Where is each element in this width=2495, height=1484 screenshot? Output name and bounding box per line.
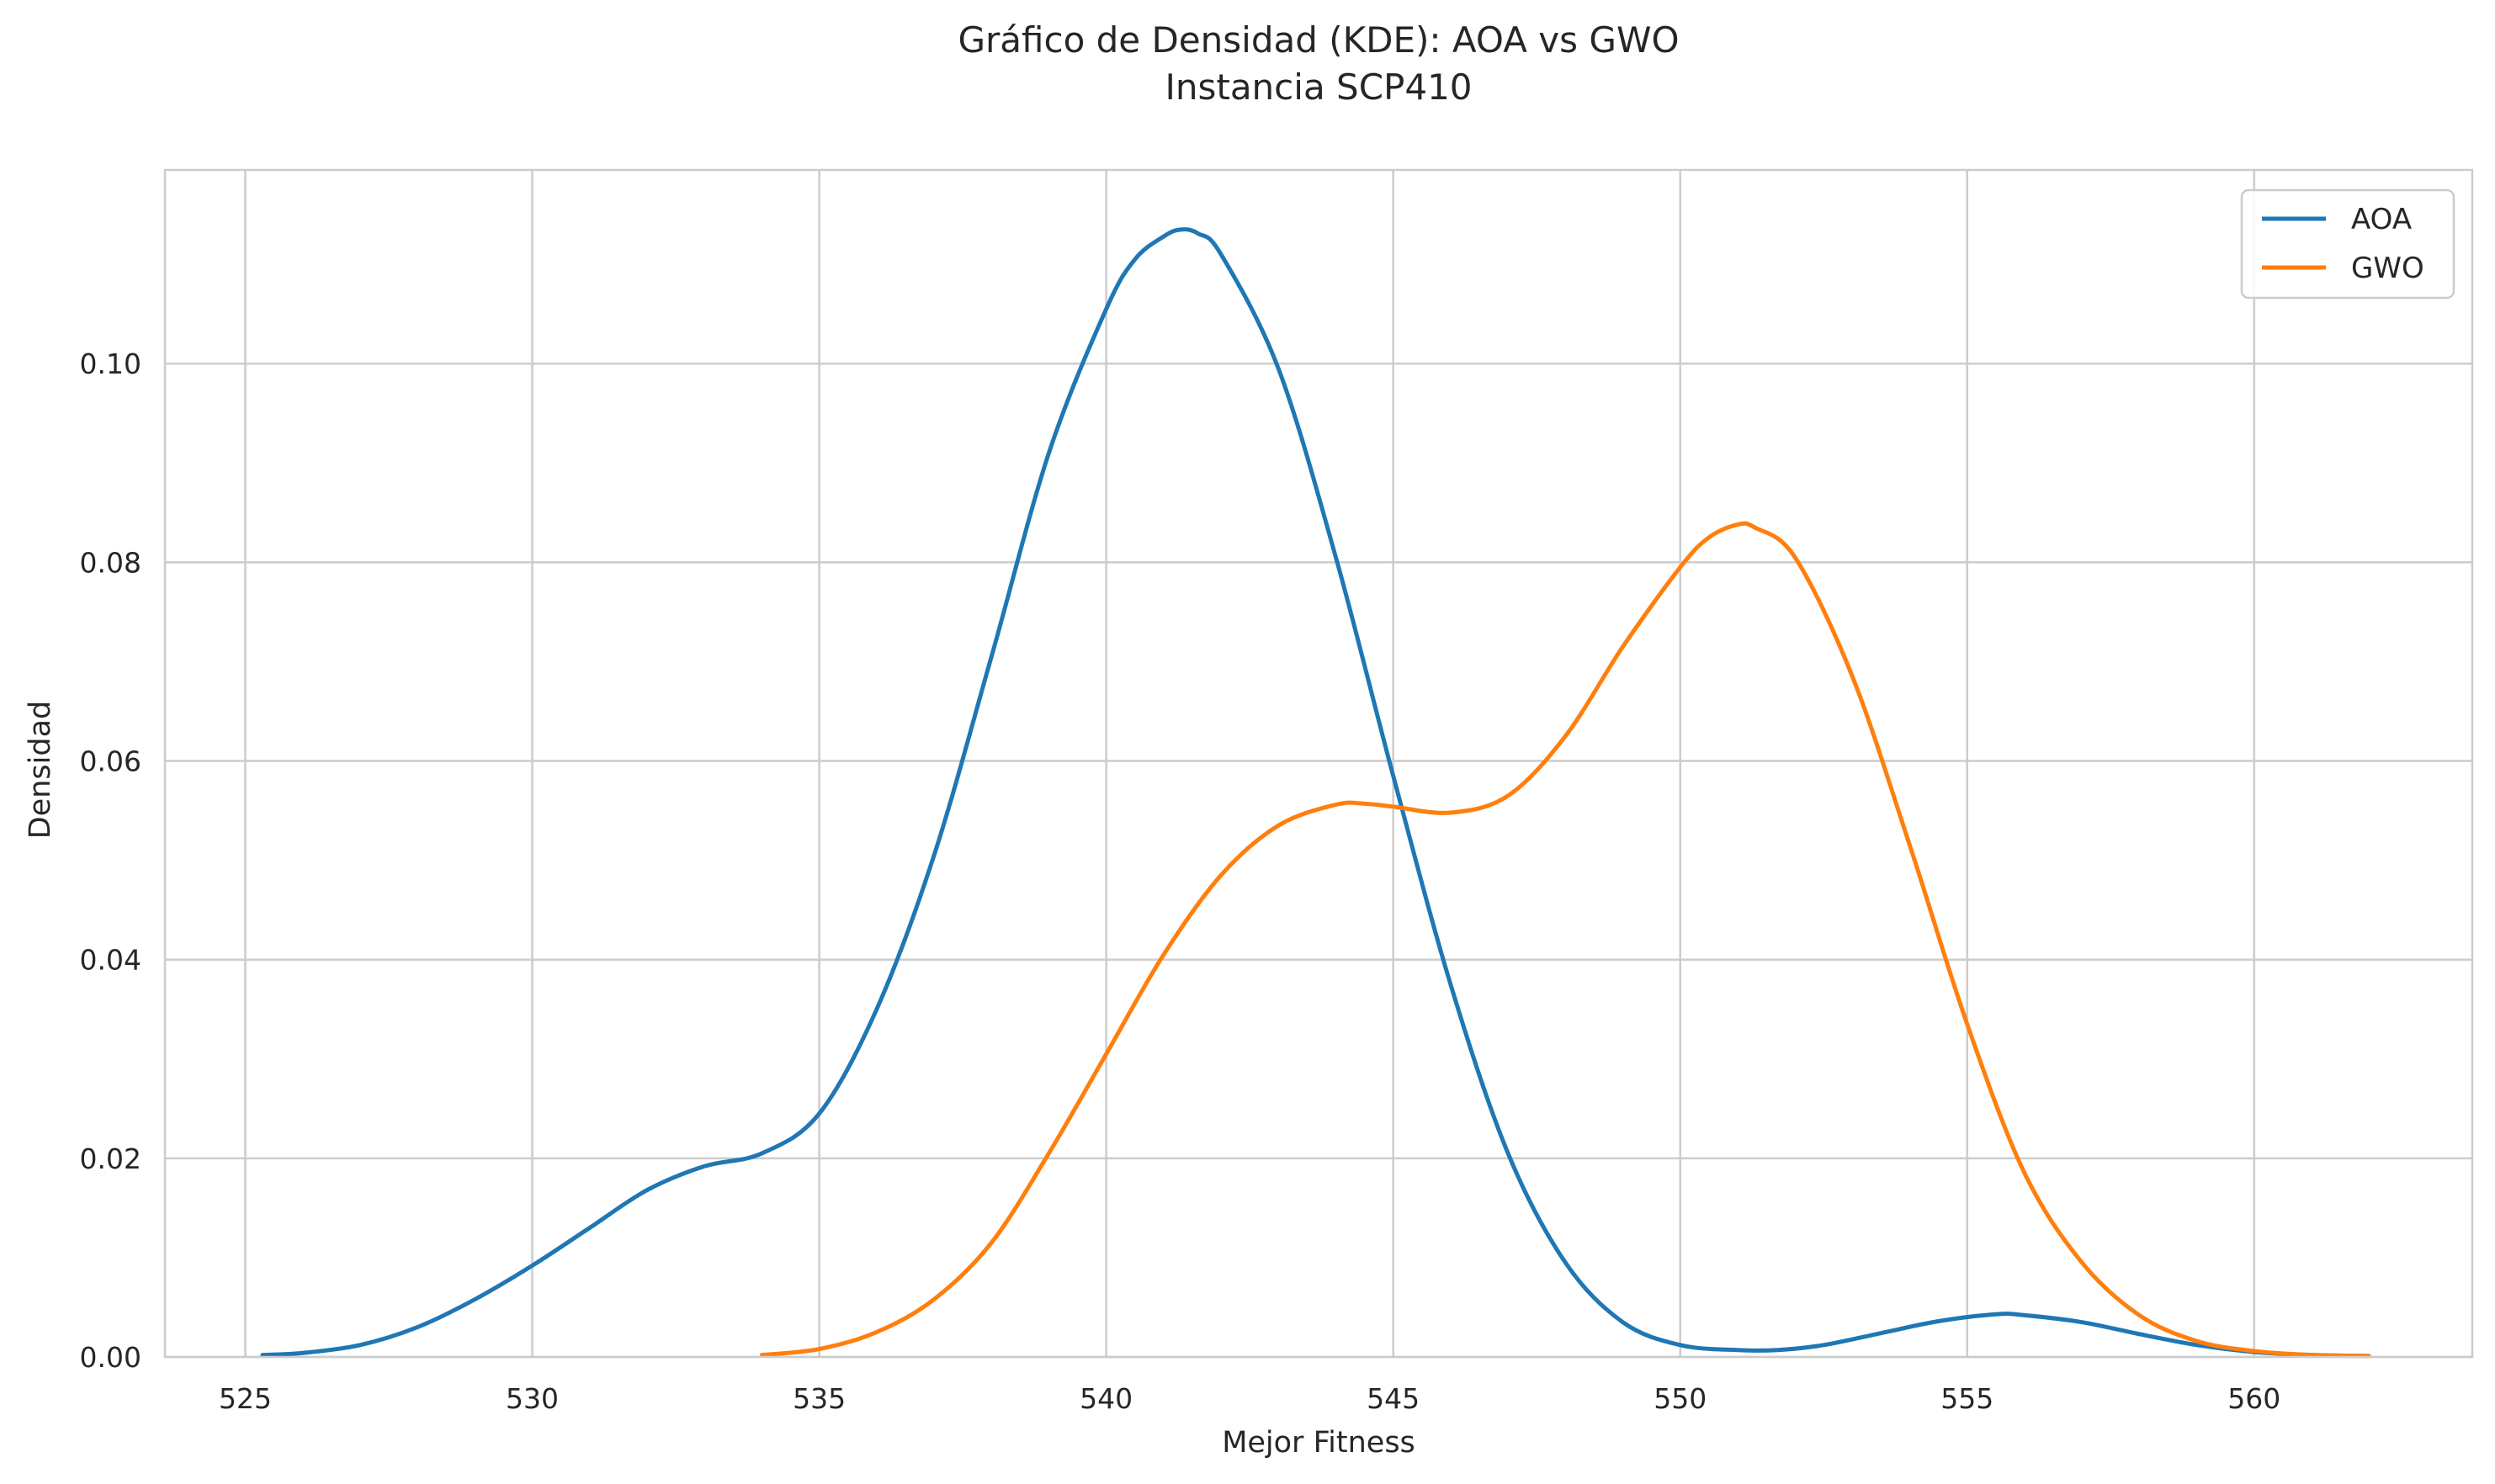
legend-label-aoa: AOA bbox=[2351, 203, 2412, 236]
x-tick-label: 525 bbox=[219, 1382, 272, 1415]
y-tick-label: 0.06 bbox=[80, 745, 141, 778]
x-tick-label: 550 bbox=[1654, 1382, 1707, 1415]
x-tick-labels: 525 530 535 540 545 550 555 560 bbox=[219, 1382, 2280, 1415]
chart-subtitle: Instancia SCP410 bbox=[1165, 66, 1472, 108]
series-curves bbox=[260, 227, 2371, 1359]
kde-curve-gwo bbox=[759, 521, 2371, 1359]
y-tick-label: 0.00 bbox=[80, 1341, 141, 1374]
x-tick-label: 560 bbox=[2227, 1382, 2280, 1415]
plot-frame bbox=[163, 168, 2474, 1359]
x-tick-label: 545 bbox=[1367, 1382, 1420, 1415]
y-tick-label: 0.08 bbox=[80, 546, 141, 579]
x-tick-label: 540 bbox=[1080, 1382, 1133, 1415]
x-tick-label: 535 bbox=[793, 1382, 846, 1415]
y-tick-labels: 0.00 0.02 0.04 0.06 0.08 0.10 bbox=[80, 347, 141, 1374]
y-axis-label: Densidad bbox=[24, 701, 57, 840]
grid bbox=[165, 170, 2472, 1359]
x-axis-label: Mejor Fitness bbox=[1222, 1426, 1415, 1460]
y-tick-label: 0.04 bbox=[80, 944, 141, 977]
y-tick-label: 0.10 bbox=[80, 347, 141, 380]
legend-label-gwo: GWO bbox=[2351, 252, 2424, 285]
kde-curve-aoa bbox=[260, 227, 2371, 1359]
axes-frame bbox=[163, 168, 2474, 1359]
y-tick-label: 0.02 bbox=[80, 1142, 141, 1175]
x-tick-label: 530 bbox=[506, 1382, 559, 1415]
legend: AOA GWO bbox=[2240, 188, 2455, 299]
chart-title: Gráfico de Densidad (KDE): AOA vs GWO bbox=[958, 19, 1679, 61]
x-tick-label: 555 bbox=[1940, 1382, 1993, 1415]
